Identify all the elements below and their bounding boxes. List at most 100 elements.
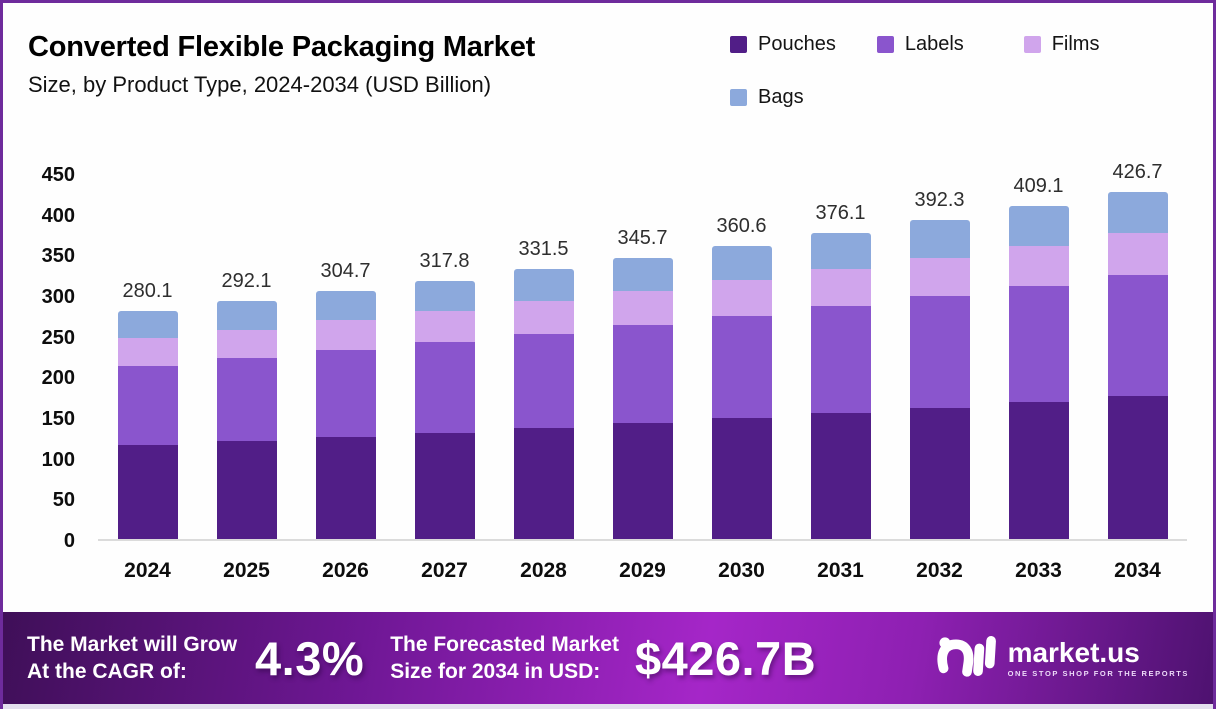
segment-films [612,291,673,326]
bar-group-2033: 409.1 2033 [989,175,1088,582]
legend-item-pouches: Pouches [730,33,877,56]
x-axis-label: 2031 [817,559,864,582]
segment-films [711,280,772,316]
legend-label: Labels [904,33,964,55]
legend-item-films: Films [1023,33,1171,56]
y-axis-tick: 250 [41,326,75,349]
bar-2025 [216,301,277,539]
bar-group-2028: 331.5 2028 [494,175,593,582]
segment-bags [513,269,574,302]
bar-total-label: 331.5 [518,238,569,261]
bar-2032 [909,219,970,539]
segment-pouches [414,432,475,539]
bar-2028 [513,269,574,539]
y-axis-tick: 100 [41,448,75,471]
segment-pouches [909,407,970,539]
legend-item-bags: Bags [730,86,877,109]
bar-group-2030: 360.6 2030 [692,175,791,582]
y-axis-tick: 450 [41,164,75,186]
bar-2024 [117,311,178,539]
segment-pouches [810,413,871,539]
segment-films [1107,232,1168,275]
bottom-edge-strip [3,704,1213,709]
summary-banner: The Market will Grow At the CAGR of: 4.3… [3,612,1213,704]
segment-films [1008,245,1069,286]
segment-films [315,320,376,351]
bar-total-label: 360.6 [716,214,767,237]
segment-bags [1008,206,1069,246]
x-axis-label: 2028 [520,559,567,582]
segment-labels [810,306,871,414]
bar-group-2029: 345.7 2029 [593,175,692,582]
segment-labels [315,350,376,438]
segment-films [909,257,970,297]
bar-total-label: 376.1 [815,202,866,225]
x-axis-label: 2030 [718,559,765,582]
chart-header: Converted Flexible Packaging Market Size… [3,3,1213,108]
legend: Pouches Labels Films Bags [730,33,1175,109]
x-axis-label: 2024 [124,559,171,582]
segment-bags [612,257,673,292]
bar-2030 [711,245,772,539]
marketus-logo-icon [936,628,998,689]
bar-total-label: 409.1 [1013,175,1064,198]
bar-total-label: 304.7 [320,260,371,283]
brand-tagline: ONE STOP SHOP FOR THE REPORTS [1007,668,1189,678]
bar-2027 [414,280,475,539]
page-subtitle: Size, by Product Type, 2024-2034 (USD Bi… [28,72,492,97]
segment-bags [117,311,178,339]
bar-2034 [1107,191,1168,539]
segment-labels [216,358,277,442]
bar-2029 [612,257,673,539]
bar-total-label: 392.3 [914,188,965,211]
x-axis-label: 2026 [322,559,369,582]
segment-films [513,301,574,334]
y-axis-tick: 0 [63,530,75,552]
segment-bags [711,245,772,281]
segment-labels [1008,285,1069,403]
segment-pouches [711,418,772,539]
x-axis-label: 2032 [916,559,963,582]
cagr-value: 4.3% [255,631,365,685]
y-axis-tick: 50 [52,489,75,512]
legend-swatch-bags [730,89,747,106]
x-axis-label: 2027 [421,559,468,582]
bar-total-label: 280.1 [122,280,173,303]
bar-total-label: 317.8 [419,249,470,272]
segment-films [117,338,178,366]
legend-item-labels: Labels [876,33,1024,56]
forecast-label-line2: Size for 2034 in USD: [390,660,601,683]
segment-bags [909,219,970,258]
segment-films [810,269,871,307]
cagr-label-line2: At the CAGR of: [27,660,187,683]
segment-bags [810,233,871,270]
segment-bags [414,280,475,312]
segment-pouches [1008,402,1069,539]
segment-labels [711,315,772,419]
segment-labels [414,342,475,433]
plot-area: 0 50 100 150 200 250 300 350 400 450 280.1 2024 292.… [42,161,1187,582]
x-axis-label: 2025 [223,559,270,582]
legend-label: Films [1051,33,1100,55]
legend-swatch-labels [876,36,894,53]
segment-labels [117,365,178,446]
bar-group-2025: 292.1 2025 [197,175,296,582]
y-axis-tick: 200 [41,367,75,390]
brand-text: market.us ONE STOP SHOP FOR THE REPORTS [1007,636,1189,678]
bar-total-label: 345.7 [617,226,668,249]
segment-pouches [216,441,277,539]
segment-films [216,329,277,359]
forecast-value: $426.7B [634,631,817,685]
segment-films [414,311,475,343]
forecast-label-line1: The Forecasted Market [390,633,619,656]
segment-bags [315,291,376,321]
segment-pouches [513,428,574,539]
segment-bags [216,301,277,330]
legend-label: Bags [758,86,804,108]
segment-labels [909,296,970,408]
segment-labels [612,325,673,424]
brand-name: market.us [1007,636,1140,668]
y-axis-tick: 300 [41,286,75,308]
legend-swatch-pouches [730,36,747,53]
